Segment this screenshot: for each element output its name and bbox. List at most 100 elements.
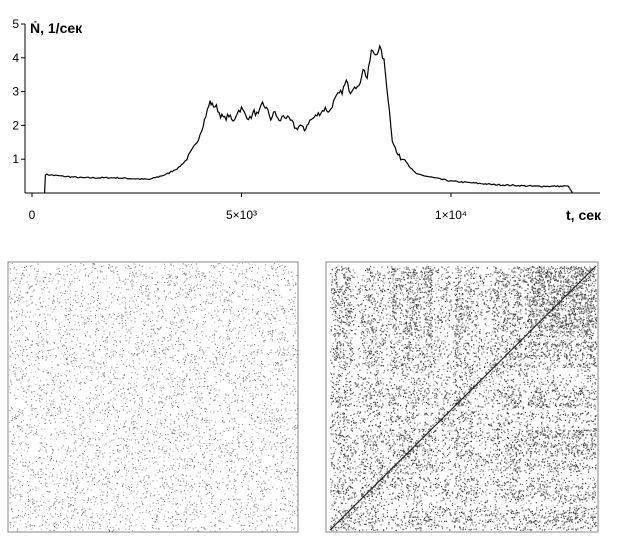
dot (214, 389, 215, 390)
dot (220, 471, 221, 472)
line-chart: 123450 5×10³ 1×10⁴ Ṅ, 1/сек t, сек (12, 17, 602, 223)
dot (82, 524, 83, 525)
dot (151, 356, 152, 357)
dot (70, 480, 71, 481)
dot (209, 347, 210, 348)
dot (132, 372, 133, 373)
dot (148, 442, 149, 443)
dot (248, 278, 249, 279)
dot (187, 438, 188, 439)
dot (178, 480, 179, 481)
dot (88, 481, 89, 482)
dot (115, 394, 116, 395)
dot (194, 366, 195, 367)
dot (178, 479, 179, 480)
dot (138, 270, 139, 271)
dot (165, 476, 166, 477)
dot (257, 511, 258, 512)
dot (205, 301, 206, 302)
dot (204, 517, 205, 518)
dot (204, 276, 205, 277)
dot (231, 419, 232, 420)
dot (149, 511, 150, 512)
dot (174, 395, 175, 396)
dot (97, 300, 98, 301)
dot (11, 365, 12, 366)
dot (205, 529, 206, 530)
dot (41, 495, 42, 496)
dot (63, 382, 64, 383)
dot (94, 504, 95, 505)
dot (200, 472, 201, 473)
dot (92, 480, 93, 481)
dot (128, 389, 129, 390)
dot (241, 311, 242, 312)
dot (76, 509, 77, 510)
dot (207, 388, 208, 389)
dot (158, 289, 159, 290)
dot (135, 452, 136, 453)
dot (47, 334, 48, 335)
dot (90, 400, 91, 401)
dot (25, 513, 26, 514)
dot (270, 510, 271, 511)
dot (189, 507, 190, 508)
dot (198, 531, 199, 532)
dot (239, 296, 240, 297)
dot (152, 396, 153, 397)
dot (80, 528, 81, 529)
dot (183, 380, 184, 381)
dot (72, 492, 73, 493)
dot (128, 329, 129, 330)
dot (60, 327, 61, 328)
dot (241, 435, 242, 436)
dot (255, 335, 256, 336)
dot (235, 492, 236, 493)
dot (67, 291, 68, 292)
dot (291, 410, 292, 411)
dot (65, 338, 66, 339)
dot (45, 466, 46, 467)
dot (190, 486, 191, 487)
dot (227, 339, 228, 340)
dot (280, 371, 281, 372)
dot (270, 432, 271, 433)
dot (123, 364, 124, 365)
dot (21, 448, 22, 449)
dot (179, 457, 180, 458)
dot (127, 448, 128, 449)
dot (130, 366, 131, 367)
dot (185, 415, 186, 416)
dot (35, 509, 36, 510)
dot (59, 390, 60, 391)
dot (93, 289, 94, 290)
dot (45, 485, 46, 486)
dot (71, 341, 72, 342)
dot (69, 311, 70, 312)
dot (271, 446, 272, 447)
dot (234, 356, 235, 357)
dot (22, 378, 23, 379)
dot (94, 484, 95, 485)
dot (227, 465, 228, 466)
dot (27, 425, 28, 426)
dot (154, 292, 155, 293)
dot (44, 429, 45, 430)
dot (205, 468, 206, 469)
dot (35, 408, 36, 409)
dot (178, 507, 179, 508)
dot (264, 446, 265, 447)
dot (80, 414, 81, 415)
dot (252, 338, 253, 339)
dot (222, 514, 223, 515)
dot (189, 367, 190, 368)
dot (281, 297, 282, 298)
dot (184, 331, 185, 332)
dot (289, 304, 290, 305)
dot (106, 278, 107, 279)
dot (166, 495, 167, 496)
dot (293, 313, 294, 314)
dot (152, 525, 153, 526)
dot (53, 399, 54, 400)
dot (117, 505, 118, 506)
